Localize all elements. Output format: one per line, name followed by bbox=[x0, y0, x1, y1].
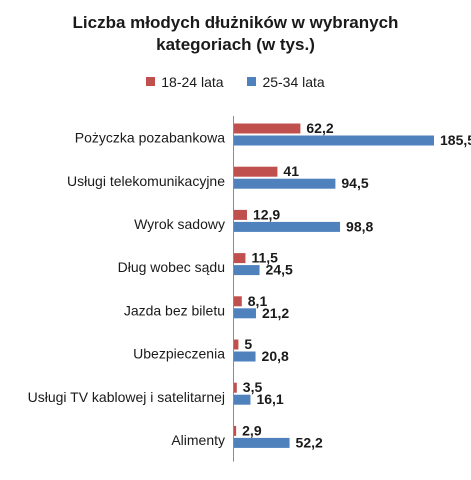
chart-title-line1: Liczba młodych dłużników w wybranych bbox=[72, 13, 399, 32]
chart-title-line2: kategoriach (w tys.) bbox=[156, 35, 315, 54]
data-label-series2: 52,2 bbox=[296, 434, 323, 450]
data-label-series2: 20,8 bbox=[262, 348, 289, 364]
category-label: Alimenty bbox=[171, 432, 225, 448]
data-label-series2: 98,8 bbox=[346, 218, 373, 234]
bar-series1 bbox=[233, 339, 239, 350]
legend-swatch-series2 bbox=[247, 77, 257, 86]
bar-series2 bbox=[233, 178, 336, 189]
bar-series2 bbox=[233, 221, 341, 232]
data-label-series2: 24,5 bbox=[266, 262, 293, 278]
bar-series2 bbox=[233, 437, 290, 448]
bar-series1 bbox=[233, 166, 278, 177]
chart-title: Liczba młodych dłużników w wybranych kat… bbox=[0, 12, 471, 56]
legend-label-series2: 25-34 lata bbox=[262, 74, 325, 90]
data-label-series1: 5 bbox=[244, 336, 252, 352]
category-label: Usługi telekomunikacyjne bbox=[67, 173, 225, 189]
bar-series1 bbox=[233, 382, 237, 393]
category-label: Pożyczka pozabankowa bbox=[75, 130, 225, 146]
data-label-series1: 8,1 bbox=[248, 293, 268, 309]
category-label: Jazda bez biletu bbox=[124, 302, 225, 318]
data-label-series2: 21,2 bbox=[262, 305, 289, 321]
category-label: Wyrok sadowy bbox=[134, 216, 225, 232]
data-label-series2: 185,5 bbox=[440, 132, 471, 148]
bar-series2 bbox=[233, 351, 256, 362]
data-label-series1: 3,5 bbox=[243, 379, 263, 395]
bar-series2 bbox=[233, 265, 260, 276]
data-label-series1: 62,2 bbox=[306, 120, 333, 136]
bar-series1 bbox=[233, 123, 301, 134]
legend-item-series1: 18-24 lata bbox=[146, 74, 224, 90]
bar-series1 bbox=[233, 209, 247, 220]
bar-series2 bbox=[233, 135, 434, 146]
data-label-series1: 41 bbox=[283, 163, 299, 179]
category-label: Dług wobec sądu bbox=[118, 259, 225, 275]
bar-series2 bbox=[233, 308, 256, 319]
category-label: Ubezpieczenia bbox=[133, 346, 225, 362]
bar-series1 bbox=[233, 425, 237, 436]
data-label-series1: 11,5 bbox=[251, 250, 278, 266]
data-label-series2: 16,1 bbox=[256, 391, 283, 407]
bar-series1 bbox=[233, 296, 242, 307]
category-label: Usługi TV kablowej i satelitarnej bbox=[28, 389, 225, 405]
data-label-series2: 94,5 bbox=[341, 175, 368, 191]
legend: 18-24 lata 25-34 lata bbox=[0, 74, 471, 90]
data-label-series1: 2,9 bbox=[242, 422, 262, 438]
bar-series2 bbox=[233, 394, 251, 405]
data-label-series1: 12,9 bbox=[253, 206, 280, 222]
legend-item-series2: 25-34 lata bbox=[247, 74, 325, 90]
legend-label-series1: 18-24 lata bbox=[161, 74, 224, 90]
legend-swatch-series1 bbox=[146, 77, 156, 86]
bar-series1 bbox=[233, 253, 246, 264]
